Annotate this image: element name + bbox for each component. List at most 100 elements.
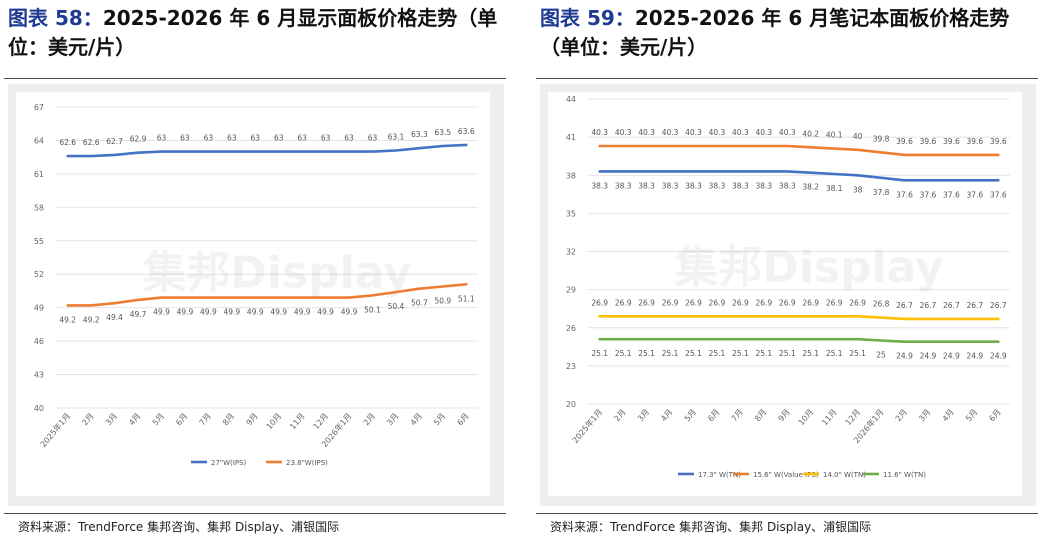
data-label: 40.3 — [638, 128, 655, 137]
data-label: 25.1 — [849, 349, 866, 358]
data-label: 49.7 — [130, 310, 147, 319]
x-tick-label: 9月 — [776, 408, 791, 424]
x-tick-label: 6月 — [174, 412, 189, 428]
x-tick-label: 2月 — [894, 408, 909, 424]
y-tick-label: 55 — [34, 237, 44, 246]
x-tick-label: 11月 — [288, 412, 307, 432]
x-tick-label: 6月 — [706, 408, 721, 424]
y-tick-label: 23 — [566, 362, 576, 371]
data-label: 25.1 — [638, 349, 655, 358]
data-label: 63 — [204, 134, 214, 143]
data-label: 63.6 — [458, 127, 475, 136]
y-tick-label: 52 — [34, 270, 44, 279]
data-label: 40.3 — [779, 128, 796, 137]
x-tick-label: 8月 — [221, 412, 236, 428]
data-label: 40.3 — [732, 128, 749, 137]
data-label: 26.7 — [966, 301, 983, 310]
x-tick-label: 6月 — [455, 412, 470, 428]
figure-58-label: 图表 — [8, 6, 48, 30]
x-tick-label: 7月 — [198, 412, 213, 428]
data-label: 24.9 — [943, 352, 960, 361]
x-tick-label: 3月 — [104, 412, 119, 428]
data-label: 25.1 — [709, 349, 726, 358]
data-label: 63 — [180, 134, 190, 143]
x-tick-label: 7月 — [730, 408, 745, 424]
data-label: 62.6 — [59, 138, 76, 147]
y-tick-label: 46 — [34, 337, 44, 346]
data-label: 38.3 — [685, 181, 702, 190]
y-tick-label: 58 — [34, 203, 44, 212]
x-tick-label: 5月 — [151, 412, 166, 428]
watermark-text: 集邦Display — [673, 242, 943, 293]
notebook-panel-price-chart: 20 23 26 29 32 35 38 41 44 2025年1月 2月 3月 4月 5月 6月 7月 8月 9… — [566, 95, 1010, 479]
data-label: 37.6 — [896, 190, 913, 199]
figure-58-plot-area: 40 43 46 49 52 55 58 61 64 67 2025年1月 2月 3月 4月 5月 6月 7月 8… — [16, 92, 490, 496]
y-tick-label: 20 — [566, 400, 576, 409]
data-label: 39.6 — [990, 137, 1007, 146]
data-label: 63.1 — [388, 132, 405, 141]
data-label: 49.4 — [106, 313, 123, 322]
x-tick-label: 6月 — [987, 408, 1002, 424]
x-tick-label: 8月 — [753, 408, 768, 424]
x-tick-label: 5月 — [683, 408, 698, 424]
figure-58-title-text: 2025-2026 年 6 月显示面板价格走势（单位：美元/片） — [8, 6, 498, 59]
x-tick-label: 2025年1月 — [570, 407, 604, 445]
data-label: 38.3 — [591, 181, 608, 190]
series-line-4 — [598, 337, 1000, 343]
data-label: 26.9 — [779, 298, 796, 307]
figure-59-source: 资料来源：TrendForce 集邦咨询、集邦 Display、浦银国际 — [550, 520, 872, 534]
data-label: 38.3 — [615, 181, 632, 190]
data-label: 50.9 — [434, 296, 451, 305]
data-label: 25.1 — [755, 349, 772, 358]
y-tick-label: 41 — [566, 133, 576, 142]
data-label: 63 — [251, 134, 261, 143]
data-label: 40.1 — [826, 131, 843, 140]
data-label: 37.6 — [966, 190, 983, 199]
legend-label-1: 27"W(IPS) — [211, 459, 247, 467]
data-label: 25.1 — [732, 349, 749, 358]
data-label: 38.3 — [709, 181, 726, 190]
x-tick-label: 10月 — [797, 408, 816, 428]
y-tick-label: 67 — [34, 103, 44, 112]
series-line-3 — [598, 315, 1000, 321]
data-label: 37.6 — [920, 190, 937, 199]
data-label: 25 — [876, 350, 886, 359]
y-tick-label: 44 — [566, 95, 576, 104]
data-label: 40 — [853, 132, 863, 141]
data-label: 25.1 — [826, 349, 843, 358]
data-label: 26.9 — [732, 298, 749, 307]
data-label: 38.1 — [826, 184, 843, 193]
data-label: 26.9 — [685, 298, 702, 307]
data-label: 51.1 — [458, 294, 475, 303]
watermark-text: 集邦Display — [141, 248, 411, 299]
data-label: 50.4 — [388, 302, 405, 311]
data-label: 26.7 — [896, 301, 913, 310]
data-label: 26.9 — [591, 298, 608, 307]
data-label: 62.7 — [106, 137, 123, 146]
data-label: 63 — [344, 134, 354, 143]
data-label: 63 — [157, 134, 167, 143]
data-label: 40.3 — [685, 128, 702, 137]
x-tick-label: 5月 — [432, 412, 447, 428]
x-tick-label: 10月 — [265, 412, 284, 432]
data-label: 40.3 — [615, 128, 632, 137]
data-label: 26.9 — [638, 298, 655, 307]
x-tick-label: 9月 — [244, 412, 259, 428]
figure-58-title: 图表 58：2025-2026 年 6 月显示面板价格走势（单位：美元/片） — [8, 4, 508, 62]
data-label: 38.2 — [802, 183, 819, 192]
y-tick-label: 38 — [566, 171, 576, 180]
data-label: 63 — [227, 134, 237, 143]
series-line-1 — [598, 170, 1000, 182]
data-label: 63 — [321, 134, 331, 143]
x-tick-label: 3月 — [385, 412, 400, 428]
y-tick-label: 43 — [34, 371, 44, 380]
figure-59-number: 59： — [586, 6, 635, 30]
x-tick-label: 4月 — [659, 408, 674, 424]
data-label: 50.1 — [364, 305, 381, 314]
data-label: 40.3 — [662, 128, 679, 137]
data-label: 40.3 — [709, 128, 726, 137]
legend-label-2: 15.6" W(Value IPS) — [753, 471, 819, 479]
data-label: 38.3 — [755, 181, 772, 190]
data-label: 49.9 — [200, 308, 217, 317]
figure-59-title: 图表 59：2025-2026 年 6 月笔记本面板价格走势（单位：美元/片） — [540, 4, 1040, 62]
